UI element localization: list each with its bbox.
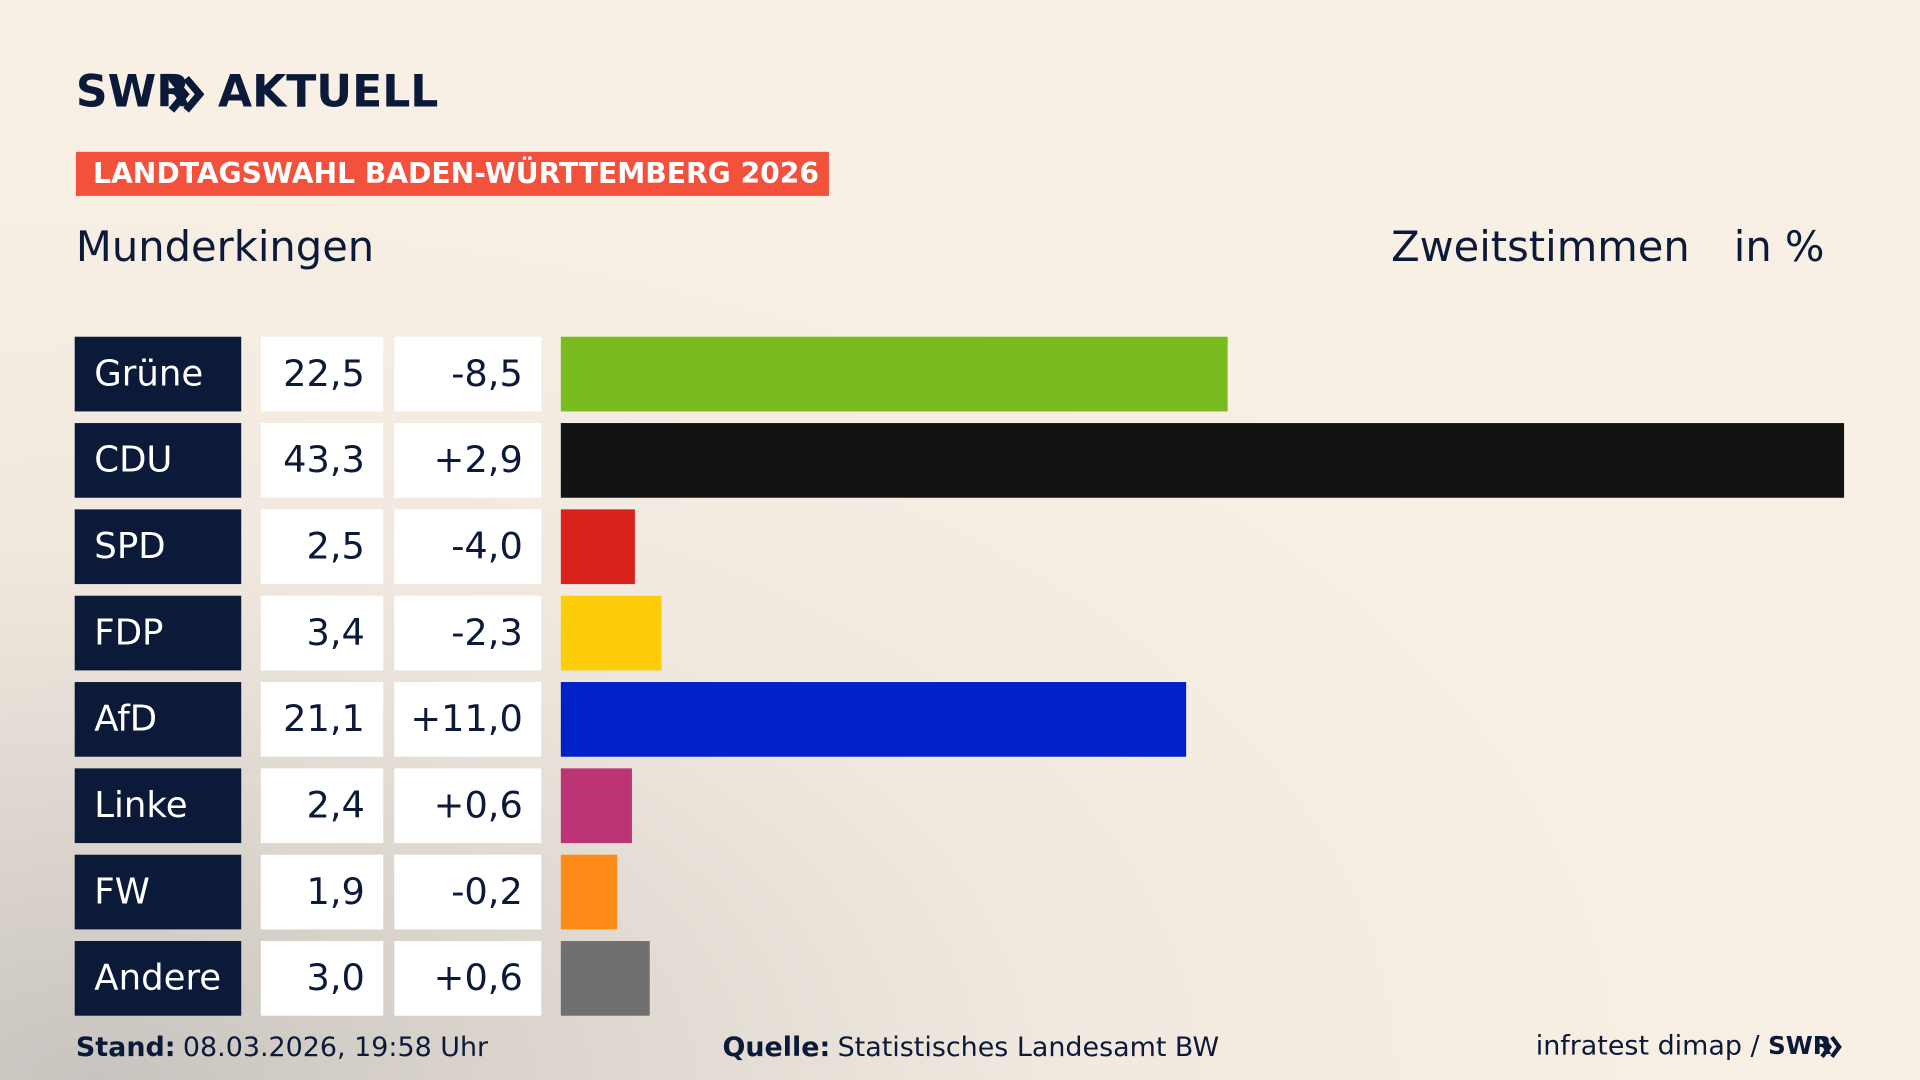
value-label: 3,4	[306, 611, 364, 654]
party-box	[74, 423, 242, 498]
banner: LANDTAGSWAHL BADEN-WÜRTTEMBERG 2026	[93, 156, 819, 190]
bar	[560, 509, 635, 585]
value-label: 21,1	[283, 697, 365, 740]
value-box	[260, 941, 384, 1016]
stand-value: 08.03.2026, 19:58 Uhr	[183, 1032, 489, 1063]
party-box	[74, 854, 242, 930]
party-label: Linke	[94, 785, 187, 826]
party-box	[74, 509, 242, 585]
credit-chevrons	[1820, 1035, 1842, 1059]
banner-bg	[75, 151, 829, 196]
bar	[560, 336, 1228, 412]
value-box	[260, 854, 384, 930]
party-label: SPD	[94, 526, 165, 567]
brand-chevrons	[168, 75, 205, 113]
stand: Stand: 08.03.2026, 19:58 Uhr	[76, 1032, 489, 1063]
change-label: -2,3	[451, 611, 523, 654]
bar	[560, 768, 632, 844]
change-box	[394, 509, 542, 585]
party-box	[74, 595, 242, 671]
rows: Grüne 22,5 -8,5 CDU 43,3 +2,9 SPD 2,5 -4,0 FDP 3,4…	[74, 336, 1845, 1016]
change-label: -8,5	[451, 352, 523, 395]
source: Quelle: Statistisches Landesamt BW	[722, 1032, 1219, 1063]
change-label: -4,0	[451, 524, 523, 567]
party-label: Grüne	[94, 353, 203, 394]
change-label: -0,2	[451, 870, 523, 913]
chart-title: Munderkingen	[76, 222, 374, 271]
change-label: +0,6	[434, 956, 523, 999]
change-label: +0,6	[434, 783, 523, 826]
bar	[560, 941, 650, 1016]
change-box	[394, 336, 542, 412]
party-box	[74, 768, 242, 844]
brand-suffix: AKTUELL	[218, 66, 438, 117]
party-label: Andere	[94, 958, 221, 999]
source-value: Statistisches Landesamt BW	[838, 1032, 1219, 1063]
party-label: CDU	[94, 440, 172, 481]
change-box	[394, 854, 542, 930]
party-box	[74, 682, 242, 757]
subtitle: Zweitstimmen	[1391, 222, 1690, 271]
unit-label: in %	[1734, 222, 1825, 271]
change-box	[394, 682, 542, 757]
value-label: 2,5	[306, 524, 364, 567]
value-label: 3,0	[306, 956, 364, 999]
value-box	[260, 336, 384, 412]
stand-label: Stand:	[76, 1032, 176, 1063]
party-box	[74, 336, 242, 412]
party-label: FDP	[94, 612, 163, 653]
change-box	[394, 423, 542, 498]
bar	[560, 682, 1187, 757]
value-box	[260, 768, 384, 844]
party-box	[74, 941, 242, 1016]
change-label: +11,0	[410, 697, 523, 740]
value-label: 22,5	[283, 352, 365, 395]
source-label: Quelle:	[722, 1032, 830, 1063]
change-box	[394, 768, 542, 844]
change-box	[394, 941, 542, 1016]
value-box	[260, 595, 384, 671]
party-label: FW	[94, 871, 150, 912]
value-box	[260, 423, 384, 498]
change-box	[394, 595, 542, 671]
credit: infratest dimap /	[1536, 1030, 1761, 1061]
bar	[560, 854, 618, 930]
value-label: 1,9	[306, 870, 364, 913]
bar	[560, 423, 1845, 498]
value-label: 2,4	[306, 783, 364, 826]
party-label: AfD	[94, 699, 157, 740]
logo: SWR AKTUELL	[76, 66, 438, 117]
change-label: +2,9	[434, 438, 523, 481]
value-label: 43,3	[283, 438, 365, 481]
value-box	[260, 682, 384, 757]
value-box	[260, 509, 384, 585]
bar	[560, 595, 662, 671]
